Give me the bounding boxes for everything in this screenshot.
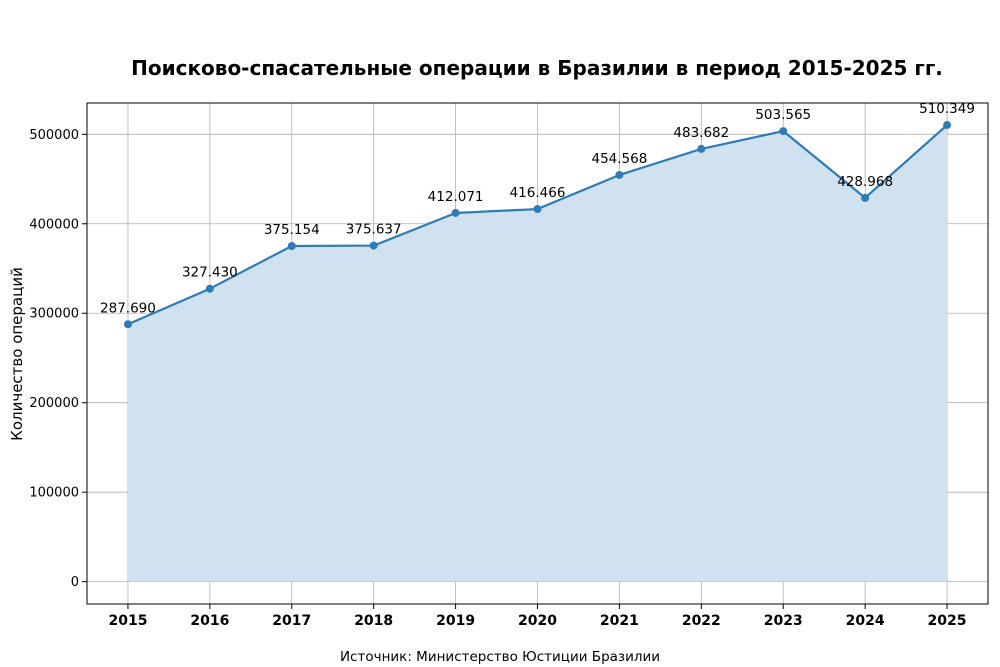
y-tick-label-4: 400000	[29, 217, 79, 232]
data-label-2022: 483.682	[673, 125, 729, 141]
x-tick-label-2020: 2020	[518, 613, 557, 629]
data-point-2017	[287, 242, 296, 251]
data-label-2024: 428.968	[837, 174, 893, 190]
x-tick-label-2015: 2015	[108, 613, 147, 629]
data-point-2015	[123, 320, 132, 329]
x-axis-ticks: 2015 2016 2017 2018 2019 2020 2021 2022 2023 2024…	[108, 604, 967, 629]
y-axis-ticks: 0 100000 200000 300000 400000 500000	[29, 128, 87, 590]
y-tick-label-2: 200000	[29, 396, 79, 411]
x-tick-label-2018: 2018	[354, 613, 393, 629]
data-label-2020: 416.466	[510, 185, 566, 201]
data-labels: 287.690 327.430 375.154 375.637 412.071 416.4…	[100, 101, 975, 316]
x-tick-label-2024: 2024	[846, 613, 885, 629]
x-tick-label-2017: 2017	[272, 613, 311, 629]
data-label-2019: 412.071	[428, 189, 484, 205]
data-point-2018	[369, 241, 378, 250]
area-fill-layer	[127, 125, 948, 582]
data-point-2016	[205, 284, 214, 293]
data-point-2023	[779, 127, 788, 136]
x-tick-label-2019: 2019	[436, 613, 475, 629]
y-tick-label-5: 500000	[29, 128, 79, 143]
data-point-2024	[861, 193, 870, 202]
chart-title: Поисково-спасательные операции в Бразили…	[131, 56, 943, 80]
x-tick-label-2025: 2025	[928, 613, 967, 629]
source-note: Источник: Министерство Юстиции Бразилии	[340, 649, 660, 665]
x-tick-label-2021: 2021	[600, 613, 639, 629]
y-tick-label-3: 300000	[29, 307, 79, 322]
data-point-2019	[451, 208, 460, 217]
data-point-2021	[615, 170, 624, 179]
data-label-2021: 454.568	[591, 151, 647, 167]
data-label-2025: 510.349	[919, 101, 975, 117]
x-tick-label-2023: 2023	[764, 613, 803, 629]
data-point-2025	[943, 121, 952, 130]
x-tick-label-2016: 2016	[190, 613, 229, 629]
data-label-2018: 375.637	[346, 222, 402, 238]
y-tick-label-0: 0	[71, 575, 79, 590]
plot-area: 287.690 327.430 375.154 375.637 412.071 416.4…	[86, 101, 989, 605]
y-tick-label-1: 100000	[29, 486, 79, 501]
data-point-2022	[697, 144, 706, 153]
data-label-2023: 503.565	[755, 107, 811, 123]
y-axis-label: Количество операций	[8, 267, 26, 441]
data-label-2015: 287.690	[100, 300, 156, 316]
x-tick-label-2022: 2022	[682, 613, 721, 629]
data-label-2016: 327.430	[182, 265, 238, 281]
data-points	[123, 121, 952, 329]
data-point-2020	[533, 205, 542, 214]
area-fill	[127, 125, 948, 582]
data-label-2017: 375.154	[264, 222, 320, 238]
